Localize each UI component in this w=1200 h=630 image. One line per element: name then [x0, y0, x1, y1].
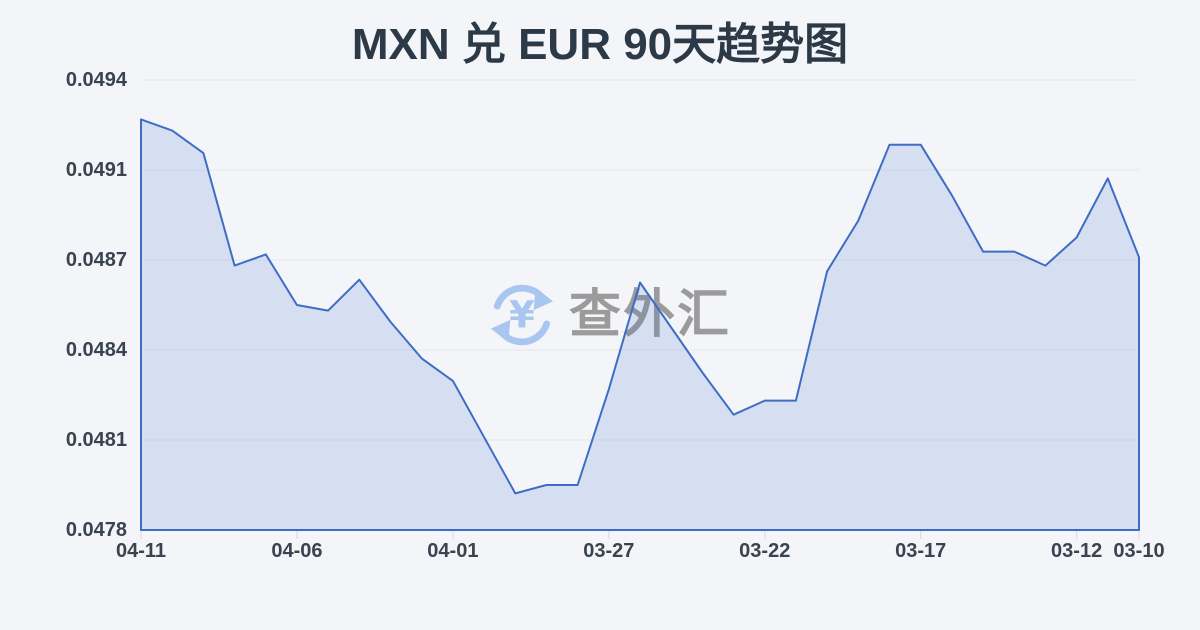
y-axis-label: 0.0478	[65, 519, 127, 541]
x-axis-label: 03-12	[1051, 540, 1103, 562]
x-axis-label: 04-11	[115, 540, 167, 562]
x-axis-label: 03-27	[583, 540, 635, 562]
x-axis-label: 04-06	[271, 540, 323, 562]
x-axis-label: 03-17	[895, 540, 947, 562]
x-axis-label: 04-01	[427, 540, 479, 562]
y-axis-label: 0.0487	[65, 249, 127, 271]
currency-exchange-icon: ¥	[490, 284, 554, 346]
y-axis-label: 0.0491	[65, 159, 127, 181]
y-axis-label: 0.0494	[65, 69, 127, 91]
x-axis-label: 03-10	[1113, 540, 1165, 562]
area-series-mxn-eur	[140, 118, 1140, 531]
page-title: MXN 兑 EUR 90天趋势图	[351, 20, 849, 69]
x-axis-label: 03-22	[739, 540, 791, 562]
y-axis-label: 0.0481	[65, 429, 127, 451]
svg-text:¥: ¥	[509, 294, 535, 337]
y-axis-label: 0.0484	[65, 339, 127, 361]
